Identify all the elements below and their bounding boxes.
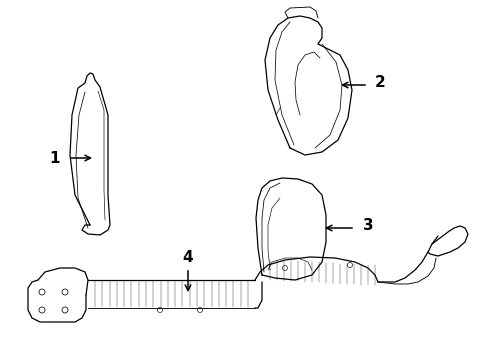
Text: 3: 3 — [363, 217, 373, 233]
Text: 2: 2 — [375, 75, 385, 90]
Text: 4: 4 — [183, 251, 194, 266]
Text: 1: 1 — [50, 150, 60, 166]
